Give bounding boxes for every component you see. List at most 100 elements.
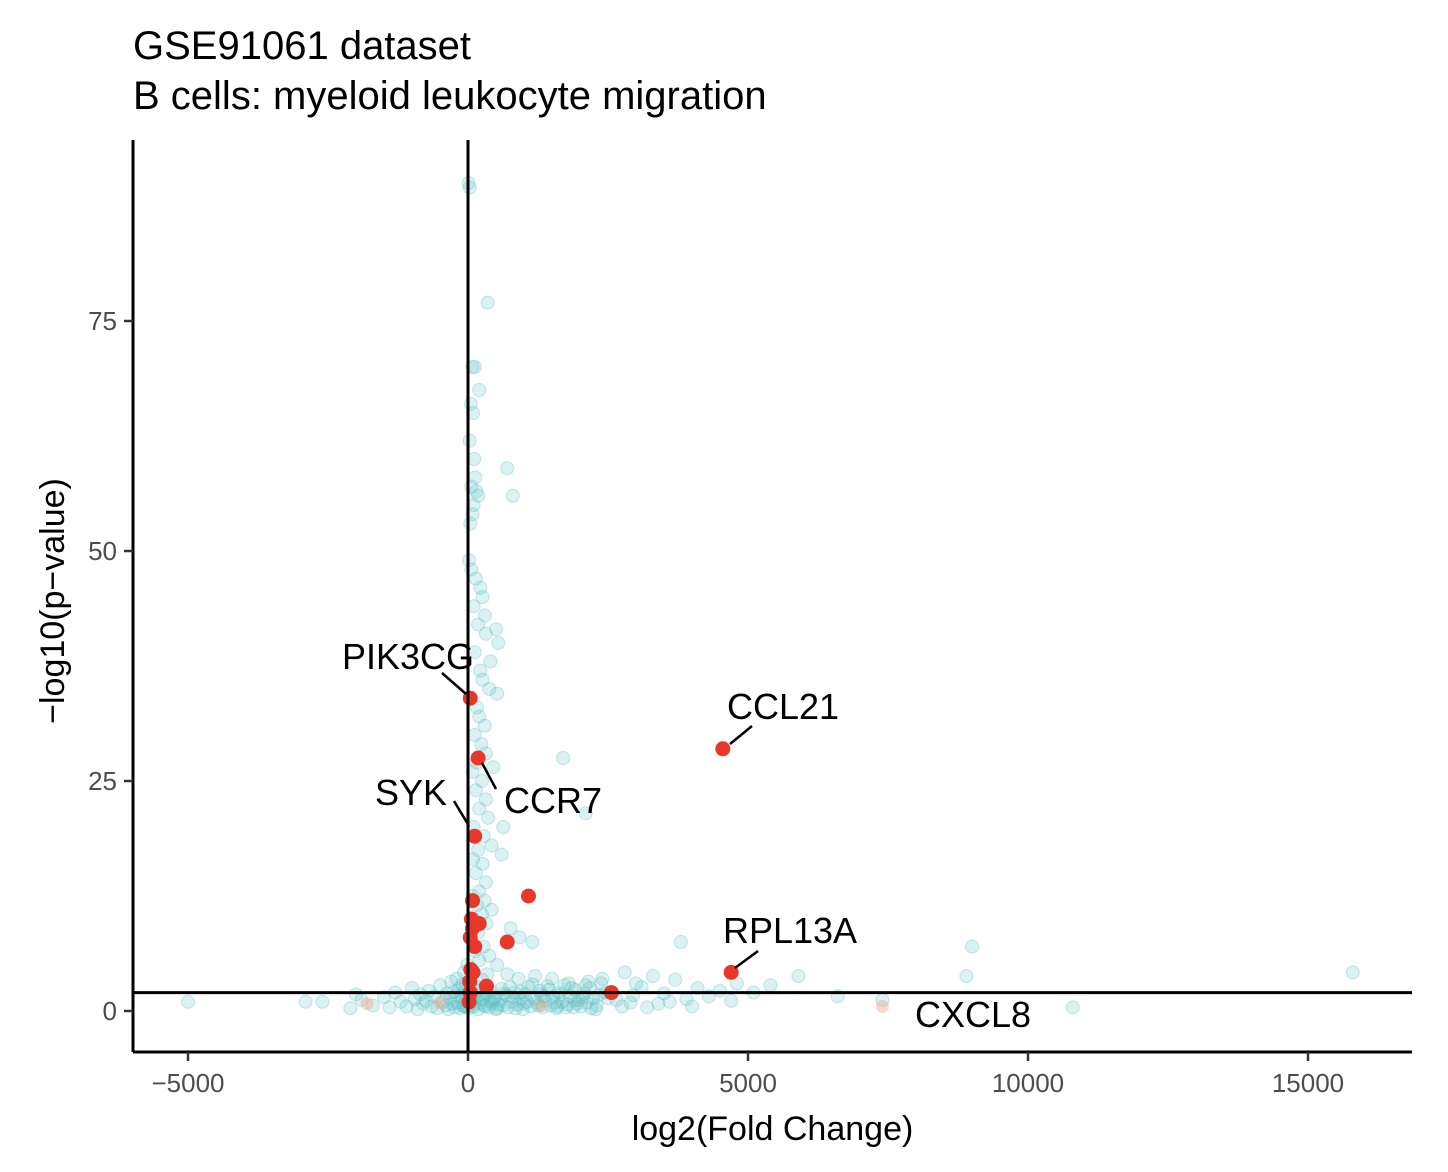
data-point xyxy=(529,995,544,1010)
data-point xyxy=(474,737,489,752)
data-point xyxy=(511,971,526,986)
chart-subtitle: B cells: myeloid leukocyte migration xyxy=(133,74,767,118)
data-point xyxy=(478,626,493,641)
data-point xyxy=(965,939,979,954)
x-tick-label: 15000 xyxy=(1272,1068,1344,1098)
data-point xyxy=(500,967,515,982)
data-point xyxy=(566,1000,581,1015)
data-point xyxy=(528,969,543,984)
data-point xyxy=(668,972,683,987)
data-point xyxy=(482,948,497,963)
highlight-point xyxy=(470,750,486,766)
data-point xyxy=(574,999,589,1014)
y-tick-label: 75 xyxy=(88,306,117,336)
faint-highlight-point xyxy=(534,998,548,1012)
data-point xyxy=(584,1001,599,1016)
data-point xyxy=(581,974,596,989)
data-point xyxy=(486,760,501,775)
data-point xyxy=(535,1000,550,1015)
axes: −5000 0 5000 10000 15000 0 25 50 75 xyxy=(88,140,1412,1098)
highlight-point xyxy=(715,741,731,757)
data-point xyxy=(445,996,460,1011)
x-tick-label: 5000 xyxy=(719,1068,777,1098)
data-point xyxy=(416,996,431,1011)
data-point xyxy=(673,935,688,949)
data-point xyxy=(517,996,531,1011)
x-axis-title: log2(Fold Change) xyxy=(632,1110,914,1148)
data-point xyxy=(471,488,486,503)
data-point xyxy=(501,1000,516,1015)
data-point xyxy=(441,1002,456,1017)
data-point xyxy=(472,953,487,968)
gene-label-syk: SYK xyxy=(375,772,447,813)
data-point xyxy=(481,810,496,825)
data-point xyxy=(475,590,490,604)
data-point xyxy=(519,994,534,1009)
data-point xyxy=(489,1002,503,1017)
data-point xyxy=(959,969,974,984)
data-point xyxy=(181,994,195,1009)
background-points xyxy=(181,176,1360,1017)
gene-label-pik3cg: PIK3CG xyxy=(342,636,474,677)
gene-label-ccr7: CCR7 xyxy=(504,780,602,821)
data-point xyxy=(365,998,380,1013)
data-point xyxy=(651,996,666,1011)
data-point xyxy=(480,295,495,310)
label-leader-line xyxy=(452,800,471,827)
label-leader-line xyxy=(441,672,467,695)
data-point xyxy=(491,997,506,1012)
data-point xyxy=(531,998,545,1013)
x-tick-label: 0 xyxy=(461,1068,475,1098)
data-point xyxy=(494,847,509,862)
data-point xyxy=(589,998,604,1013)
data-point xyxy=(472,709,487,724)
highlight-point xyxy=(467,939,483,955)
data-point xyxy=(477,718,492,733)
data-point xyxy=(547,995,562,1010)
data-point xyxy=(481,1000,496,1015)
data-point xyxy=(477,999,492,1014)
data-point xyxy=(662,994,677,1009)
highlight-point xyxy=(478,978,494,994)
highlight-point xyxy=(723,964,739,980)
data-point xyxy=(478,792,493,807)
data-point xyxy=(435,994,450,1009)
data-point xyxy=(469,484,484,499)
data-point xyxy=(623,995,638,1010)
data-point xyxy=(570,996,585,1011)
data-point xyxy=(482,682,497,696)
gene-labels: PIK3CG CCL21 CCR7 SYK RPL13A CXCL8 xyxy=(342,636,1031,1035)
y-tick-label: 0 xyxy=(103,996,117,1026)
data-point xyxy=(508,1001,523,1016)
data-point xyxy=(640,1000,655,1015)
gene-label-ccl21: CCL21 xyxy=(727,686,839,727)
chart-title: GSE91061 dataset xyxy=(133,24,472,68)
data-point xyxy=(477,998,492,1013)
data-point xyxy=(491,636,506,650)
data-point xyxy=(410,1002,425,1017)
data-point xyxy=(523,999,538,1014)
data-point xyxy=(467,360,482,374)
data-point xyxy=(468,783,483,798)
data-point xyxy=(315,994,330,1009)
data-point xyxy=(343,1001,358,1016)
data-point xyxy=(724,993,739,1008)
data-point xyxy=(471,843,486,857)
data-point xyxy=(503,921,518,936)
data-point xyxy=(559,1000,573,1015)
data-point xyxy=(579,995,594,1010)
faint-highlight-point xyxy=(875,999,889,1013)
data-point xyxy=(595,971,610,986)
gene-label-cxcl8: CXCL8 xyxy=(915,994,1031,1035)
data-point xyxy=(444,974,459,989)
data-point xyxy=(791,969,806,984)
data-point xyxy=(561,976,576,991)
data-point xyxy=(382,1000,397,1015)
data-point xyxy=(490,958,505,972)
faint-highlight-points xyxy=(360,996,889,1013)
data-point xyxy=(763,978,778,993)
data-point xyxy=(484,838,499,853)
data-point xyxy=(1065,1000,1080,1015)
data-point xyxy=(500,461,515,476)
